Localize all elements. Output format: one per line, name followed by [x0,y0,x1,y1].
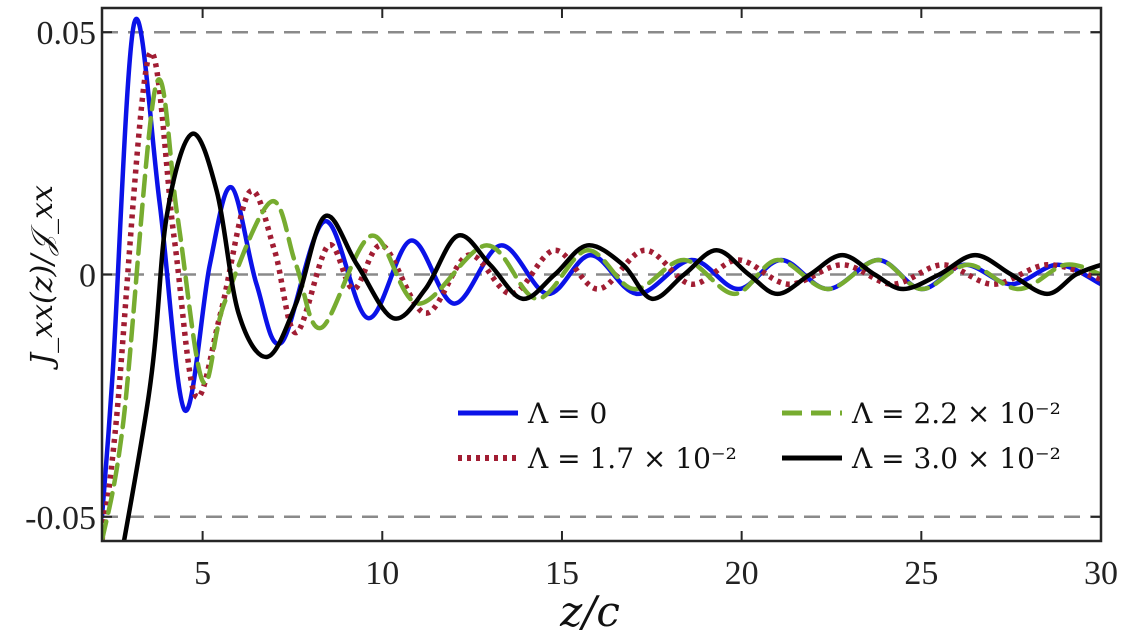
legend-label: Λ = 0 [527,397,607,430]
legend-label: Λ = 3.0 × 10⁻² [851,442,1061,475]
tick-labels: 5 10 15 20 25 30 0.05 0 -0.05 [25,15,1118,592]
x-tick-label: 10 [365,555,399,592]
x-axis-label: z/c [559,587,620,631]
y-axis-label: J_xx(z)/𝒥_xx [25,185,60,371]
y-tick-label: 0 [79,258,96,295]
x-tick-label: 15 [545,555,579,592]
series-line-4 [121,131,1101,541]
y-tick-label: 0.05 [37,15,97,52]
legend-label: Λ = 2.2 × 10⁻² [851,397,1061,430]
series-line-1 [102,16,1101,520]
x-tick-label: 5 [194,555,211,592]
axis-ticks [102,8,1102,541]
x-tick-label: 20 [725,555,759,592]
y-tick-label: -0.05 [25,500,96,537]
legend-label: Λ = 1.7 × 10⁻² [527,442,737,475]
x-tick-label: 25 [904,555,938,592]
series-layer [102,16,1101,541]
legend: Λ = 0 Λ = 2.2 × 10⁻² Λ = 1.7 × 10⁻² Λ = 3.0… [458,397,1061,475]
series-line-3 [102,77,1101,541]
x-tick-label: 30 [1084,555,1118,592]
